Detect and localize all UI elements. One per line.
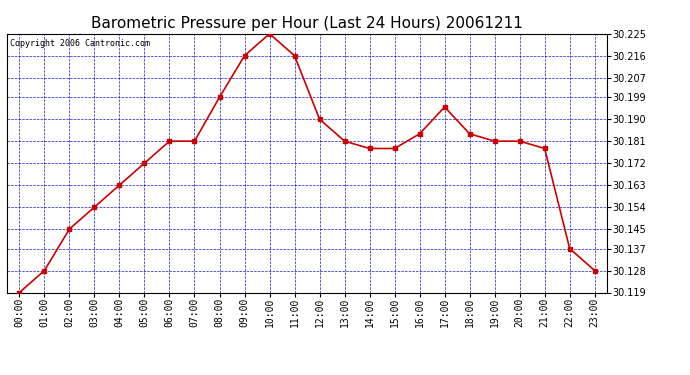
Title: Barometric Pressure per Hour (Last 24 Hours) 20061211: Barometric Pressure per Hour (Last 24 Ho… xyxy=(91,16,523,31)
Text: Copyright 2006 Cantronic.com: Copyright 2006 Cantronic.com xyxy=(10,39,150,48)
